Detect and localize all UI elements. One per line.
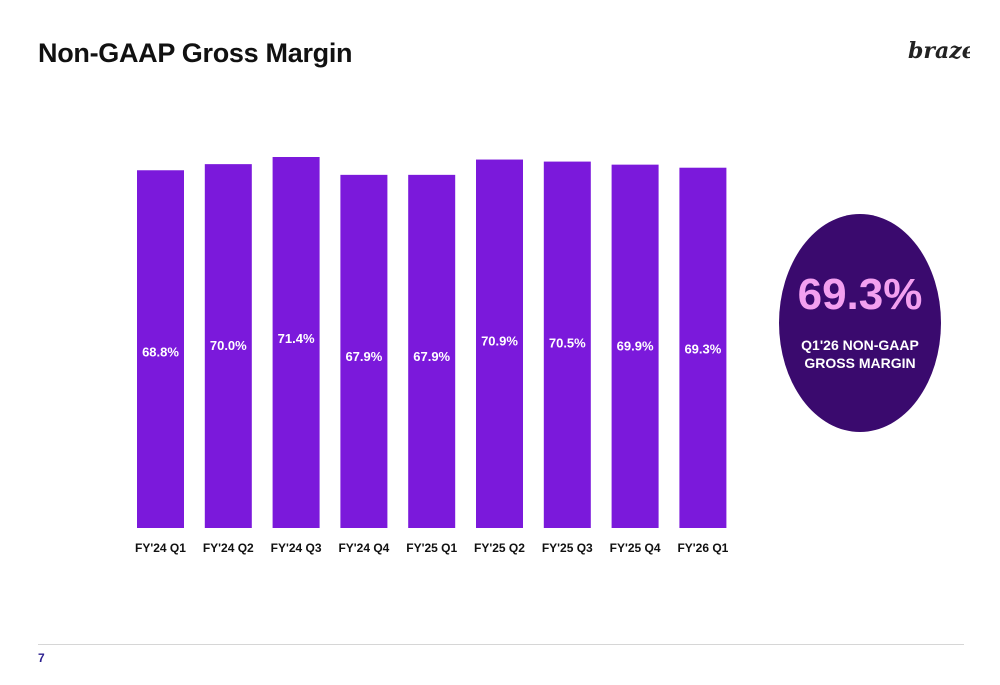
bar-value-label-0: 68.8% [142,344,179,359]
x-tick-label-8: FY'26 Q1 [677,541,728,555]
braze-logo: braze [908,38,970,64]
bar-value-label-4: 67.9% [413,349,450,364]
bar-value-label-5: 70.9% [481,334,518,349]
callout-label: Q1'26 NON-GAAP GROSS MARGIN [801,337,919,371]
x-tick-label-4: FY'25 Q1 [406,541,457,555]
page-title: Non-GAAP Gross Margin [38,38,353,68]
page-number: 7 [38,651,45,665]
x-tick-label-7: FY'25 Q4 [610,541,661,555]
x-tick-label-3: FY'24 Q4 [338,541,389,555]
bar-6 [543,161,591,528]
bar-value-label-6: 70.5% [549,336,586,351]
x-tick-label-2: FY'24 Q3 [271,541,322,555]
bar-value-label-1: 70.0% [210,338,247,353]
x-tick-label-6: FY'25 Q3 [542,541,593,555]
bar-1 [204,164,252,528]
bar-0 [137,170,184,528]
svg-text:braze: braze [908,38,970,64]
bar-7 [611,164,659,528]
callout-value: 69.3% [797,270,923,319]
bar-5 [476,159,523,529]
bar-value-label-7: 69.9% [617,339,654,354]
margin-callout-badge: 69.3% Q1'26 NON-GAAP GROSS MARGIN [779,214,941,432]
footer-divider [38,644,964,645]
x-tick-label-1: FY'24 Q2 [203,541,254,555]
x-tick-label-5: FY'25 Q2 [474,541,525,555]
bar-value-label-2: 71.4% [278,331,315,346]
bar-2 [272,157,320,528]
bar-value-label-3: 67.9% [345,349,382,364]
bar-4 [408,174,456,528]
bar-8 [679,167,727,528]
bar-3 [340,174,388,528]
x-tick-label-0: FY'24 Q1 [135,541,186,555]
bar-value-label-8: 69.3% [684,342,721,357]
